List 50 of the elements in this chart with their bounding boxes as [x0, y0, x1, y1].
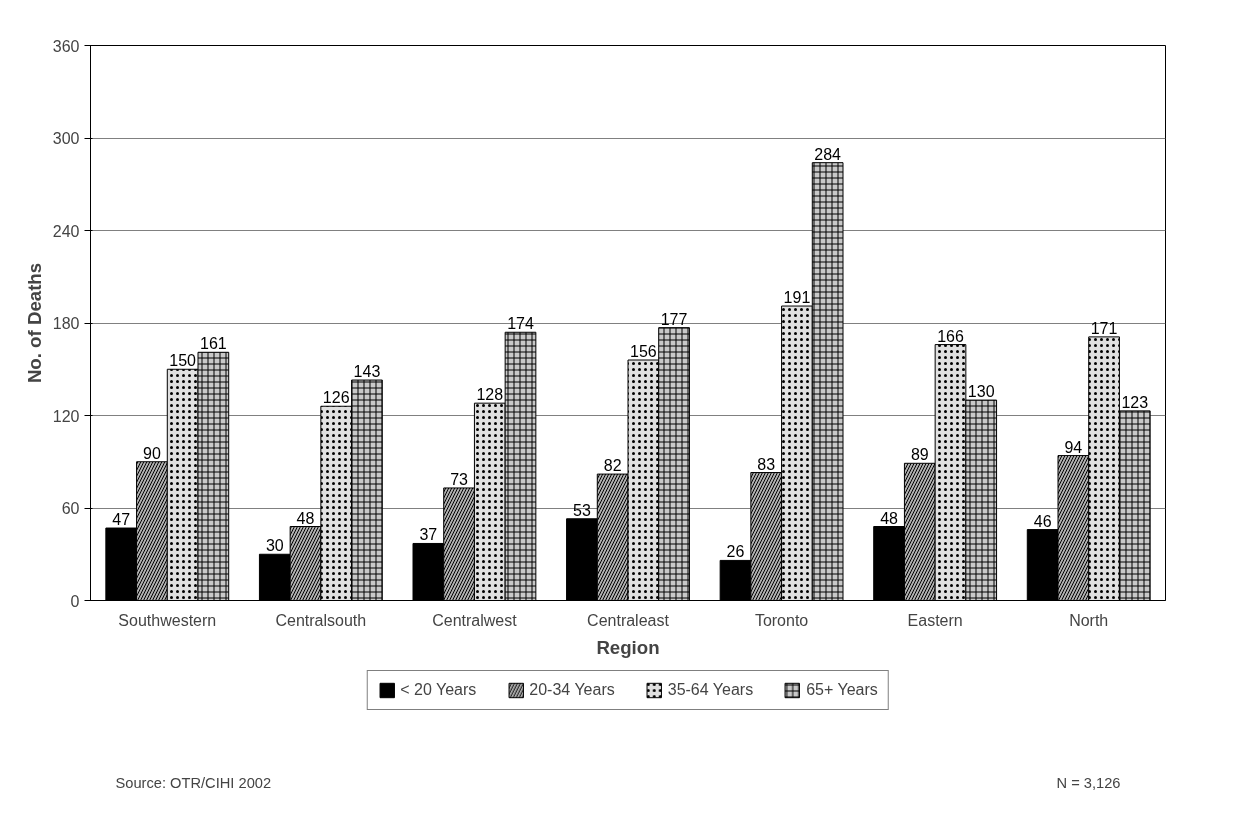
y-axis-title: No. of Deaths	[23, 262, 45, 384]
data-label: 94	[1064, 438, 1083, 456]
y-tick-label: 300	[52, 130, 80, 147]
legend-label: 65+ Years	[806, 681, 878, 699]
data-label: 126	[322, 389, 350, 407]
y-tick-label: 120	[52, 407, 80, 425]
y-tick-label: 240	[52, 222, 80, 240]
data-label: 48	[296, 509, 315, 527]
data-label: 90	[143, 444, 161, 462]
data-label: 46	[1033, 512, 1052, 530]
y-tick-label: 360	[52, 37, 80, 55]
y-tick-label: 60	[61, 500, 80, 517]
legend-label: 35-64 Years	[667, 681, 754, 699]
data-label: 284	[814, 145, 842, 163]
x-tick-label: Toronto	[754, 611, 809, 629]
x-tick-label: Centralwest	[432, 611, 518, 629]
x-tick-label: Eastern	[907, 611, 963, 629]
data-label: 48	[880, 509, 899, 527]
data-label: 143	[353, 363, 381, 381]
data-label: 130	[967, 383, 995, 401]
x-axis-title: Region	[596, 636, 660, 658]
data-label: 166	[937, 327, 964, 345]
y-tick-label: 180	[52, 315, 80, 332]
x-tick-label: North	[1069, 611, 1109, 629]
data-label: 128	[476, 386, 504, 404]
text: N = 3,126	[1056, 774, 1121, 791]
data-label: 191	[783, 289, 811, 307]
data-label: 47	[112, 511, 131, 529]
data-label: 89	[910, 446, 929, 464]
x-tick-label: Centralsouth	[275, 611, 367, 629]
data-label: 150	[169, 352, 197, 370]
y-tick-label: 0	[70, 592, 80, 610]
x-tick-label: Southwestern	[118, 611, 217, 629]
data-label: 30	[265, 537, 284, 555]
source-note: Source: OTR/CIHI 2002	[115, 774, 272, 791]
data-label: 123	[1121, 393, 1149, 411]
legend-label: < 20 Years	[400, 681, 477, 699]
data-label: 37	[419, 526, 438, 544]
data-label: 161	[200, 335, 227, 353]
data-label: 82	[603, 457, 622, 475]
data-label: 83	[757, 455, 776, 473]
data-label: 156	[630, 343, 657, 360]
data-label: 171	[1090, 319, 1118, 337]
data-label: 174	[507, 315, 534, 333]
data-label: 53	[573, 501, 591, 519]
data-label: 177	[660, 310, 688, 328]
legend-label: 20-34 Years	[529, 681, 615, 699]
data-label: 26	[726, 543, 745, 561]
data-label: 73	[450, 470, 469, 488]
x-tick-label: Centraleast	[587, 611, 670, 629]
